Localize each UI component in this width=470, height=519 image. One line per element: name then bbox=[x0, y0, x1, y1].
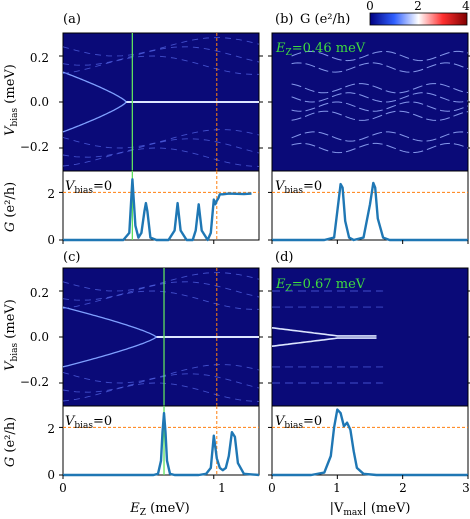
annotation-vbias-b: Vbias=0 bbox=[275, 179, 322, 196]
colorbar-tick-2: 2 bbox=[414, 0, 422, 13]
ylabel-c-top: Vbias (meV) bbox=[3, 299, 20, 371]
oscillating-band-1 bbox=[291, 62, 469, 73]
panel-label-d: (d) bbox=[275, 250, 293, 265]
conductance-line bbox=[272, 181, 468, 242]
conductance-line bbox=[63, 178, 252, 242]
annotation-ez-d: EZ=0.67 meV bbox=[275, 277, 366, 294]
colorbar-tick-0: 0 bbox=[366, 0, 374, 13]
line-plot-b bbox=[272, 181, 468, 242]
ylabel-a-bottom: G (e²/h) bbox=[3, 182, 18, 232]
split-branch-upper bbox=[271, 327, 377, 337]
oscillating-band-3 bbox=[291, 92, 469, 103]
xlabel-c: EZ (meV) bbox=[129, 501, 189, 518]
oscillating-band-6 bbox=[291, 131, 469, 142]
subgap-band-3 bbox=[62, 129, 260, 149]
annotation-vbias-c: Vbias=0 bbox=[65, 414, 112, 431]
converging-branch-lower bbox=[62, 336, 157, 368]
xtick-d-3: 3 bbox=[462, 481, 470, 495]
gtick-c-0: 0 bbox=[47, 468, 55, 482]
ytick-a-m0.2: −0.2 bbox=[20, 140, 49, 154]
subgap-band-4 bbox=[62, 138, 260, 158]
oscillating-band-5 bbox=[291, 110, 469, 121]
line-plot-a bbox=[63, 171, 259, 242]
subgap-band-0 bbox=[62, 272, 260, 292]
xlabel-d: |Vmax| (meV) bbox=[330, 501, 411, 518]
ytick-c-m0.2: −0.2 bbox=[20, 375, 49, 389]
subgap-band-1 bbox=[62, 46, 260, 66]
annotation-vbias-a: Vbias=0 bbox=[65, 179, 112, 196]
subgap-band-0 bbox=[62, 37, 260, 57]
colorbar-tick-4: 4 bbox=[462, 0, 470, 13]
oscillating-band-7 bbox=[291, 142, 469, 154]
heatmap-c-features bbox=[62, 268, 260, 406]
conductance-line bbox=[272, 408, 468, 477]
ytick-a-0.2: 0.2 bbox=[30, 51, 49, 65]
colorbar bbox=[369, 12, 468, 26]
colorbar-title: G (e²/h) bbox=[300, 12, 350, 27]
heatmap-d-features bbox=[271, 290, 384, 384]
panel-label-b: (b) bbox=[275, 12, 293, 27]
converging-branch-upper bbox=[62, 71, 127, 103]
gtick-c-2: 2 bbox=[47, 422, 55, 436]
heatmap-a-features bbox=[62, 33, 260, 171]
line-panel-d bbox=[271, 405, 469, 476]
ytick-a-0.0: 0.0 bbox=[30, 95, 49, 109]
converging-branch-upper bbox=[62, 306, 157, 338]
xtick-d-1: 1 bbox=[333, 481, 341, 495]
oscillating-band-2 bbox=[291, 83, 469, 94]
subgap-band-2 bbox=[62, 55, 260, 75]
subgap-band-3 bbox=[62, 364, 260, 384]
xtick-c-1: 1 bbox=[218, 481, 226, 495]
line-plot-d bbox=[272, 408, 468, 477]
heatmap-b bbox=[271, 32, 469, 172]
ytick-c-0.2: 0.2 bbox=[30, 286, 49, 300]
line-panel-a bbox=[62, 170, 260, 241]
oscillating-band-4 bbox=[291, 101, 469, 112]
subgap-band-4 bbox=[62, 373, 260, 393]
ytick-c-0.0: 0.0 bbox=[30, 330, 49, 344]
xtick-c-0: 0 bbox=[59, 481, 67, 495]
oscillating-band-0 bbox=[291, 50, 469, 62]
gtick-a-0: 0 bbox=[47, 233, 55, 247]
annotation-ez-b: EZ=0.46 meV bbox=[275, 41, 366, 58]
heatmap-b-features bbox=[291, 50, 469, 154]
panel-label-a: (a) bbox=[63, 12, 81, 27]
tick-marks bbox=[59, 55, 470, 479]
annotation-vbias-d: Vbias=0 bbox=[275, 414, 322, 431]
line-plot-c bbox=[63, 406, 260, 477]
subgap-band-1 bbox=[62, 281, 260, 301]
subgap-band-2 bbox=[62, 290, 260, 310]
xtick-d-0: 0 bbox=[268, 481, 276, 495]
gtick-a-2: 2 bbox=[47, 187, 55, 201]
subgap-band-5 bbox=[62, 147, 260, 167]
ylabel-c-bottom: G (e²/h) bbox=[3, 417, 18, 467]
panel-label-c: (c) bbox=[63, 250, 80, 265]
conductance-line bbox=[63, 411, 260, 477]
converging-branch-lower bbox=[62, 101, 127, 133]
ylabel-a-top: Vbias (meV) bbox=[3, 64, 20, 136]
split-branch-lower bbox=[271, 337, 377, 347]
subgap-band-5 bbox=[62, 382, 260, 402]
xtick-d-2: 2 bbox=[399, 481, 407, 495]
